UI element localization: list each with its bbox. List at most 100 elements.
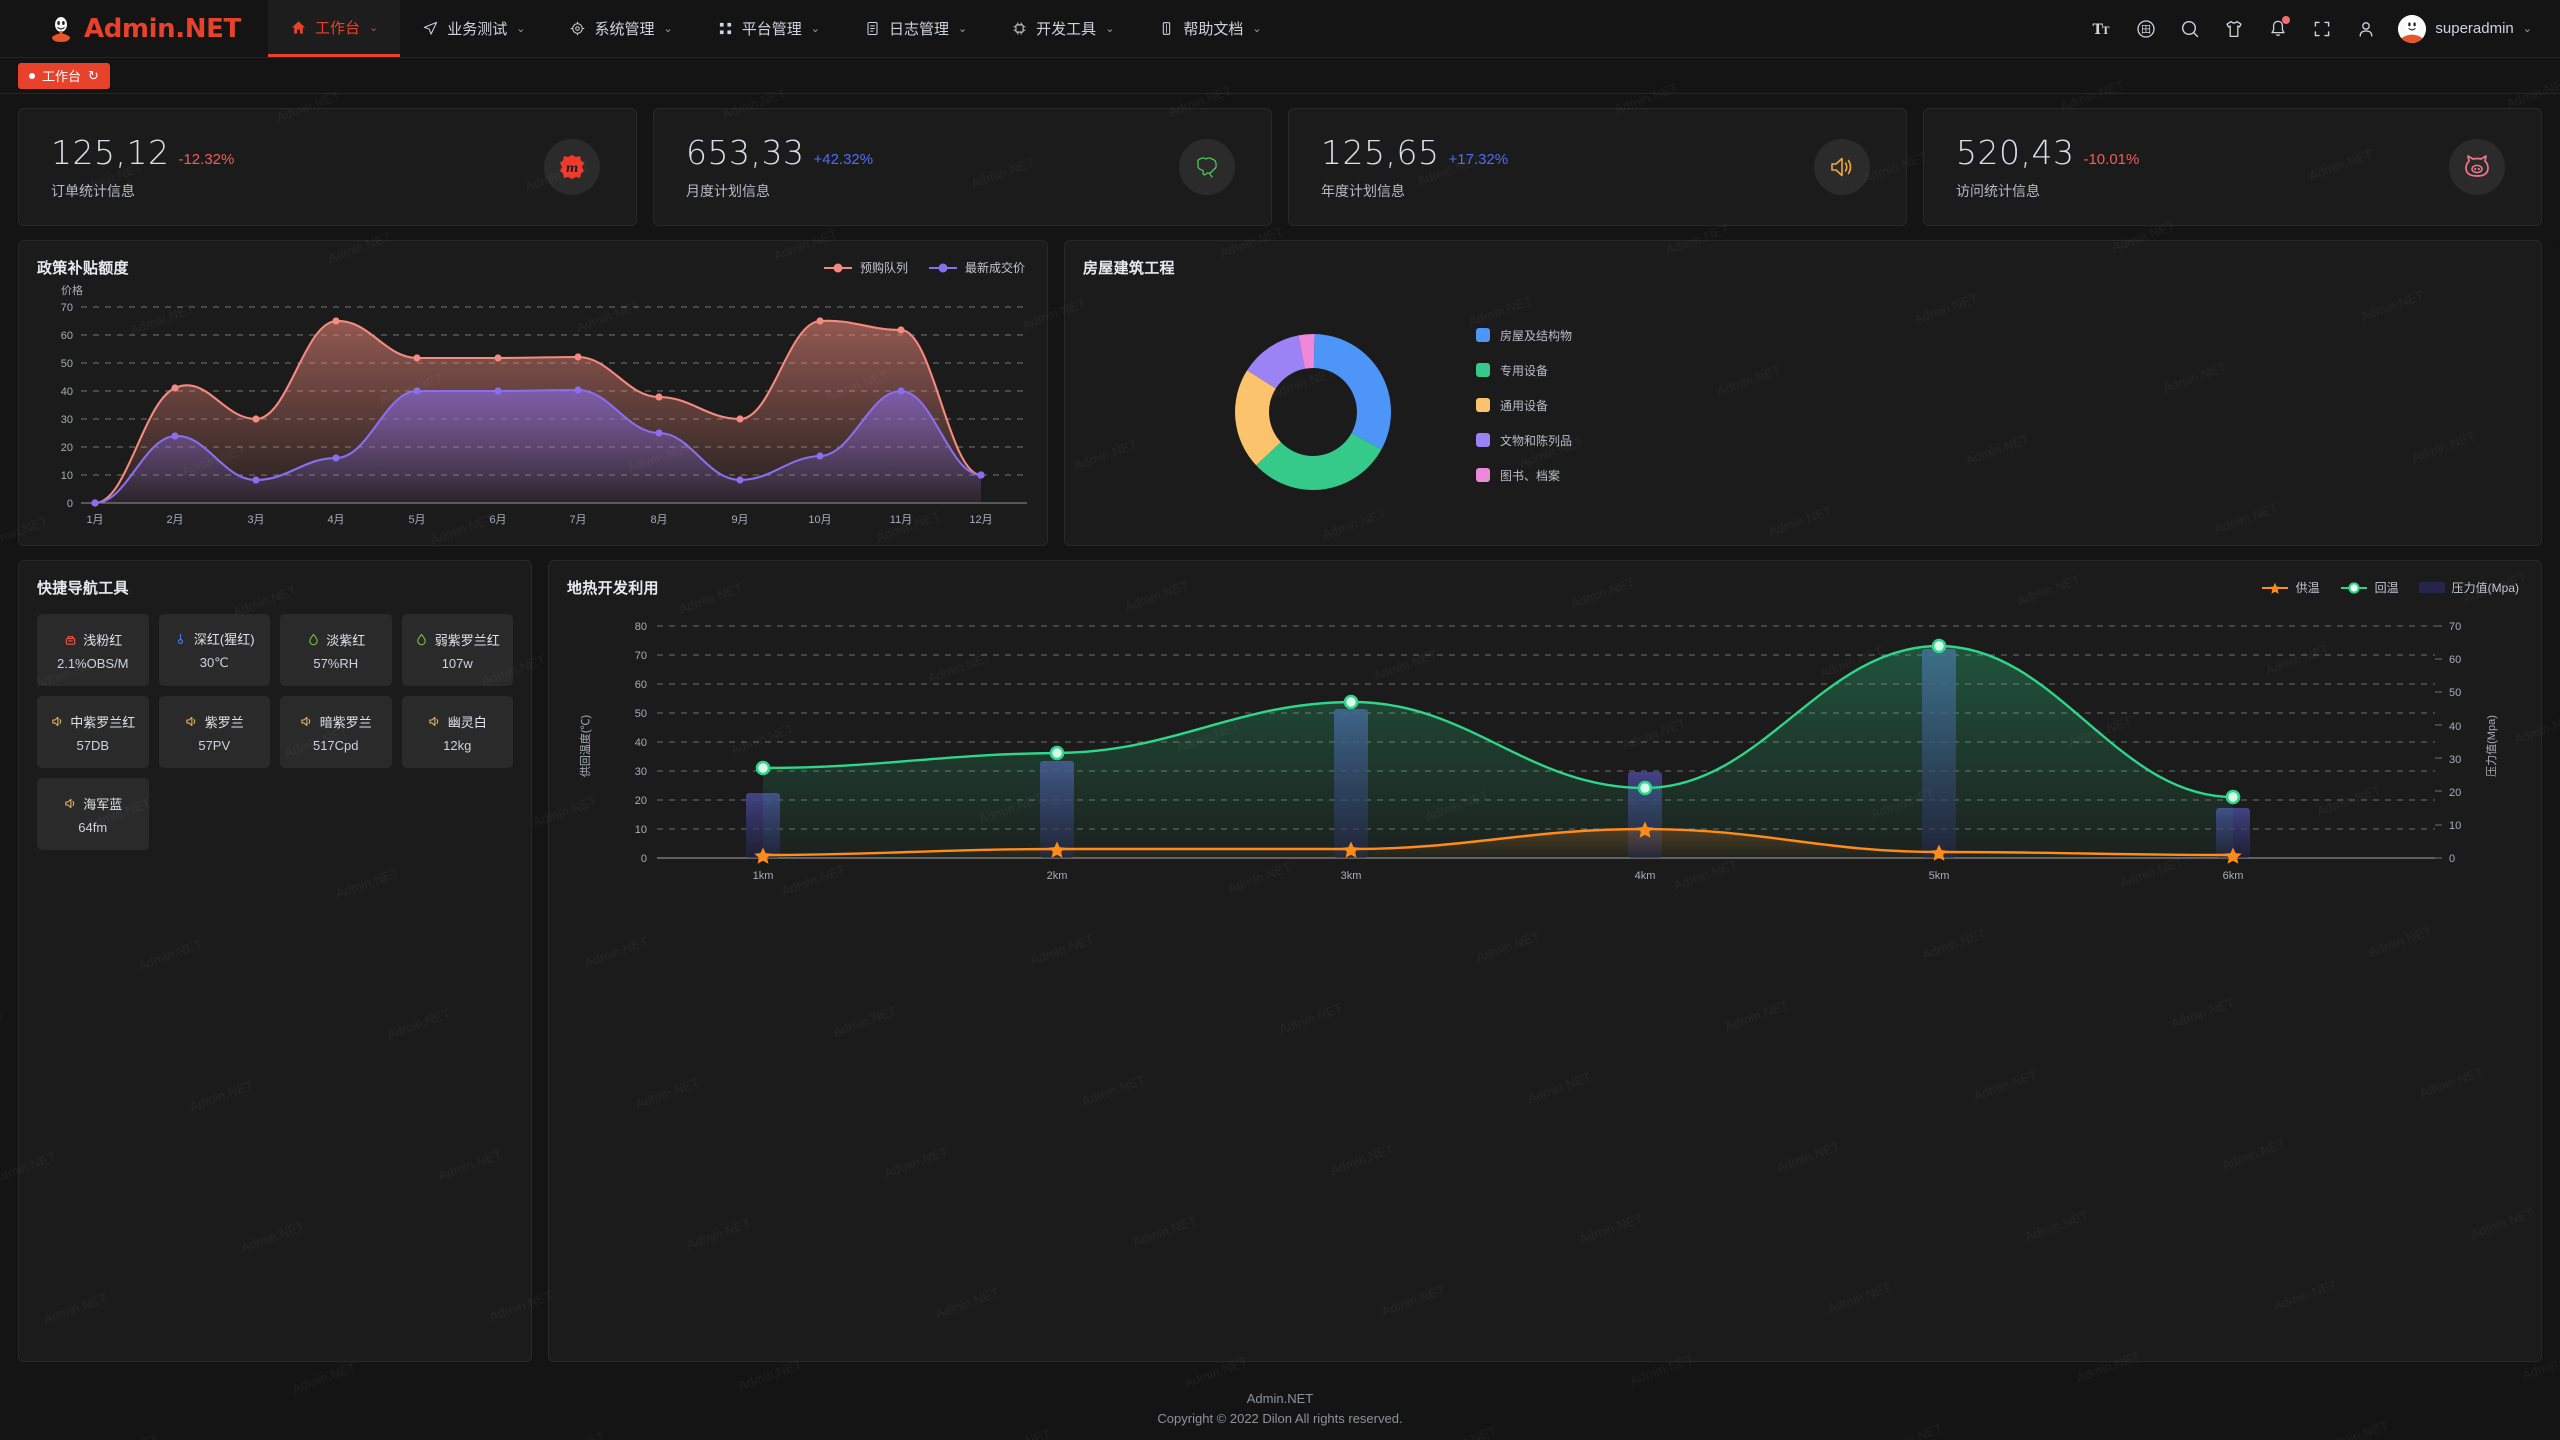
nav-item-help-docs[interactable]: 帮助文档 ⌄ xyxy=(1136,0,1283,57)
svg-text:30: 30 xyxy=(635,766,647,778)
nav-item-platform-admin[interactable]: 平台管理 ⌄ xyxy=(695,0,842,57)
tool-cell-0[interactable]: 浅粉红 2.1%OBS/M xyxy=(37,614,149,686)
svg-text:10月: 10月 xyxy=(808,514,831,526)
svg-text:3km: 3km xyxy=(1341,870,1362,882)
legend-item[interactable]: 回温 xyxy=(2340,579,2399,596)
notification-bell-icon[interactable] xyxy=(2256,7,2300,51)
svg-text:40: 40 xyxy=(2449,721,2461,733)
stat-value: 520,43 xyxy=(1956,133,2075,172)
page-title: 地热开发利用 xyxy=(567,580,659,597)
svg-text:8月: 8月 xyxy=(650,514,667,526)
tool-cell-3[interactable]: 弱紫罗兰红 107w xyxy=(401,614,513,686)
stat-card-monthly-plan[interactable]: 653,33 +42.32% 月度计划信息 xyxy=(653,108,1272,226)
legend-marker-icon xyxy=(2261,582,2289,594)
brand-title: Admin.NET xyxy=(84,13,241,44)
tool-cell-1[interactable]: 深红(猩红) 30℃ xyxy=(158,614,270,686)
svg-text:7月: 7月 xyxy=(569,514,586,526)
svg-text:2月: 2月 xyxy=(166,514,183,526)
legend-swatch xyxy=(1476,363,1490,377)
grid-icon xyxy=(717,20,734,37)
legend-item[interactable]: 最新成交价 xyxy=(928,259,1025,276)
svg-text:1km: 1km xyxy=(753,870,774,882)
legend-item[interactable]: 预购队列 xyxy=(823,259,908,276)
svg-text:80: 80 xyxy=(635,621,647,633)
tool-cell-5[interactable]: 紫罗兰 57PV xyxy=(158,696,270,768)
y-axis-label: 供回温度(℃) xyxy=(578,715,592,777)
user-icon[interactable] xyxy=(2344,7,2388,51)
nav-label: 平台管理 xyxy=(741,21,802,38)
svg-text:40: 40 xyxy=(61,386,73,398)
svg-text:1月: 1月 xyxy=(86,514,103,526)
speaker-icon xyxy=(300,714,314,728)
font-size-icon[interactable]: T T xyxy=(2080,7,2124,51)
svg-text:20: 20 xyxy=(61,442,73,454)
svg-text:50: 50 xyxy=(635,708,647,720)
nav-item-workbench[interactable]: 工作台 ⌄ xyxy=(268,0,401,57)
legend-swatch xyxy=(1476,468,1490,482)
svg-text:40: 40 xyxy=(635,737,647,749)
svg-text:60: 60 xyxy=(635,679,647,691)
stat-delta: -12.32% xyxy=(178,151,235,168)
user-menu[interactable]: superadmin ⌄ xyxy=(2398,14,2532,43)
tool-value: 12kg xyxy=(443,737,472,753)
svg-text:20: 20 xyxy=(2449,787,2461,799)
chevron-down-icon: ⌄ xyxy=(2522,23,2532,35)
stat-card-visits[interactable]: 520,43 -10.01% 访问统计信息 xyxy=(1923,108,2542,226)
avatar xyxy=(2398,14,2427,43)
tool-label: 浅粉红 xyxy=(83,632,123,648)
header-actions: T T 田 xyxy=(2080,0,2560,57)
chip-icon xyxy=(1011,20,1028,37)
stat-card-orders[interactable]: 125,12 -12.32% 订单统计信息 m xyxy=(18,108,637,226)
stat-card-annual-plan[interactable]: 125,65 +17.32% 年度计划信息 xyxy=(1288,108,1907,226)
svg-text:T: T xyxy=(2102,26,2110,37)
droplet-icon xyxy=(306,632,320,646)
gear-icon xyxy=(569,20,586,37)
donut-legend: 房屋及结构物 专用设备 通用设备 文物和陈列品 图书、档案 xyxy=(1476,328,1572,483)
legend-item[interactable]: 供温 xyxy=(2261,579,2320,596)
nav-label: 系统管理 xyxy=(594,21,655,38)
legend-item[interactable]: 压力值(Mpa) xyxy=(2418,579,2519,596)
y-axis-label: 价格 xyxy=(61,283,83,297)
tag-bar: 工作台 ↻ xyxy=(0,58,2560,94)
y-axis-ticks: 70 60 50 40 30 20 10 0 xyxy=(61,302,73,510)
language-icon[interactable]: 田 xyxy=(2124,7,2168,51)
tool-cell-6[interactable]: 暗紫罗兰 517Cpd xyxy=(280,696,392,768)
tag-workbench[interactable]: 工作台 ↻ xyxy=(18,62,110,89)
tool-label: 暗紫罗兰 xyxy=(319,714,372,730)
y-axis-ticks: 80 70 60 50 40 30 20 10 0 xyxy=(635,621,647,865)
svg-text:70: 70 xyxy=(635,650,647,662)
tool-cell-4[interactable]: 中紫罗兰红 57DB xyxy=(37,696,149,768)
tool-cell-7[interactable]: 幽灵白 12kg xyxy=(401,696,513,768)
brand[interactable]: Admin.NET xyxy=(0,0,268,57)
y2-axis-label: 压力值(Mpa) xyxy=(2485,715,2498,777)
nav-item-business-test[interactable]: 业务测试 ⌄ xyxy=(400,0,547,57)
nav-label: 帮助文档 xyxy=(1183,21,1244,38)
refresh-icon[interactable]: ↻ xyxy=(88,68,99,83)
search-icon[interactable] xyxy=(2168,7,2212,51)
nav-item-dev-tools[interactable]: 开发工具 ⌄ xyxy=(989,0,1136,57)
svg-text:4km: 4km xyxy=(1635,870,1656,882)
speaker-icon xyxy=(185,714,199,728)
chevron-down-icon: ⌄ xyxy=(1252,23,1262,35)
legend-label: 预购队列 xyxy=(859,261,908,275)
tool-value: 2.1%OBS/M xyxy=(56,655,129,671)
nav-label: 开发工具 xyxy=(1036,21,1097,38)
fullscreen-icon[interactable] xyxy=(2300,7,2344,51)
geothermal-chart-card: 地热开发利用 供温 xyxy=(548,560,2542,1362)
theme-shirt-icon[interactable] xyxy=(2212,7,2256,51)
tool-value: 57PV xyxy=(198,737,231,753)
svg-text:5km: 5km xyxy=(1929,870,1950,882)
nav-item-system-admin[interactable]: 系统管理 ⌄ xyxy=(547,0,694,57)
svg-text:5月: 5月 xyxy=(408,514,425,526)
device-icon xyxy=(63,632,77,646)
main-nav: 工作台 ⌄ 业务测试 ⌄ 系统管理 ⌄ xyxy=(268,0,1284,57)
nav-item-log-admin[interactable]: 日志管理 ⌄ xyxy=(842,0,989,57)
nav-label: 业务测试 xyxy=(447,21,508,38)
stat-label: 访问统计信息 xyxy=(1956,183,2040,199)
tool-cell-2[interactable]: 淡紫红 57%RH xyxy=(280,614,392,686)
svg-text:30: 30 xyxy=(2449,754,2461,766)
tool-cell-8[interactable]: 海军蓝 64fm xyxy=(37,778,149,850)
legend-label: 回温 xyxy=(2374,581,2399,595)
legend-marker-icon xyxy=(823,262,853,274)
